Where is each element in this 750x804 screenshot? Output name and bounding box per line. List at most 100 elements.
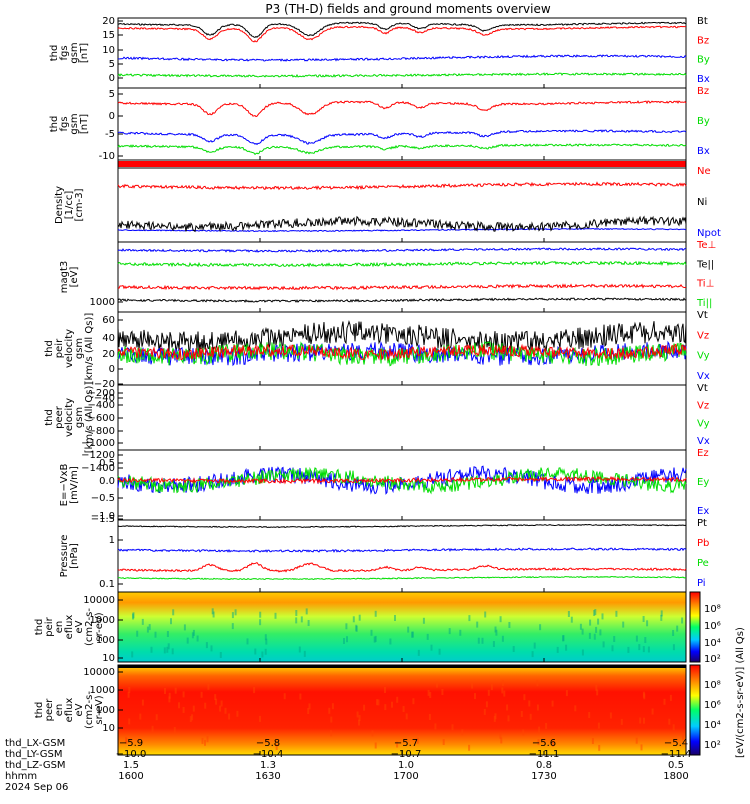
y-axis-label: [cm-3] [74,188,85,221]
spectrogram-texture [537,739,540,746]
spectrogram-texture [192,705,195,712]
spectrogram-texture [499,732,502,739]
legend-label: Bz [697,35,709,46]
spectrogram-texture [307,708,310,714]
spectrogram-texture [146,626,149,633]
footer-value: −5.7 [394,738,418,749]
legend-label: Pi [697,578,706,589]
spectrogram-texture [529,713,532,720]
spectrogram-texture [643,717,645,724]
spectrogram-texture [191,714,194,721]
legend-label: Ez [697,448,709,459]
spectrogram-texture [189,716,192,723]
spectrogram-texture [259,619,262,626]
spectrogram-texture [150,646,153,653]
y-tick-label: 5 [109,59,115,70]
spectrogram-texture [494,626,497,633]
spectrogram-texture [597,722,600,729]
spectrogram-texture [358,719,360,726]
y-axis-label: [eV] [69,267,80,288]
spectrogram-texture [173,726,176,733]
spectrogram-texture [501,680,504,687]
trace-vz [117,343,687,362]
spectrogram-texture [647,646,650,653]
spectrogram-texture [139,713,142,720]
y-tick-label: 1000 [90,297,115,308]
trace-bt [117,21,687,38]
spectrogram-texture [389,638,392,645]
legend-label: Vy [697,418,710,429]
spectrogram-texture [593,610,596,616]
y-axis-label: velocity [64,329,75,368]
panel-frame [117,17,687,89]
spectrogram-texture [182,707,185,713]
spectrogram-texture [643,693,646,700]
y-tick-label: −800 [88,426,115,437]
spectrogram-texture [520,711,523,717]
trace-pe [117,575,687,581]
footer-value: 1730 [531,771,556,782]
footer-value: 1700 [393,771,418,782]
spectrogram-texture [201,737,204,744]
footer-date: 2024 Sep 06 [5,782,68,793]
spectrogram-texture [356,711,359,718]
y-axis-label: peer [44,698,55,722]
spectrogram-texture [246,638,249,645]
spectrogram-texture [672,644,675,651]
trace-bz [117,100,687,118]
trace-by [117,72,687,78]
spectrogram-texture [500,737,503,744]
spectrogram-texture [186,637,189,644]
footer-value: −5.9 [119,738,143,749]
spectrogram-texture [591,738,594,744]
colorbar-tick: 10⁶ [704,700,721,711]
spectrogram-texture [651,708,654,715]
spectrogram-texture [305,608,308,615]
legend-label: Vy [697,351,710,362]
y-tick-label: −1200 [81,450,115,461]
footer-value: −5.6 [532,738,556,749]
y-tick-label: 60 [102,315,115,326]
y-tick-label: −200 [88,388,115,399]
y-axis-label: thd [34,619,45,636]
footer-label-ly: thd_LY-GSM [5,749,62,760]
spectrogram-texture [642,646,645,653]
y-axis-label: [km/s (All Qs)] [84,313,95,385]
spectrogram-texture [660,610,663,617]
spectrogram-texture [627,646,630,653]
footer-value: −10.7 [391,749,422,760]
trace-by [117,143,687,156]
spectrogram-texture [536,680,539,687]
y-tick-label: 10000 [83,595,115,606]
spectrogram-texture [461,729,464,736]
colorbar-tick: 10⁶ [704,621,721,632]
y-tick-label: 1000 [90,615,115,626]
spectrogram-texture [374,742,377,749]
spectrogram-texture [611,645,614,652]
spectrogram-texture [522,729,525,736]
spectrogram-texture [125,736,128,743]
trace-ne [117,181,687,191]
spectrogram-texture [127,691,130,698]
spectrogram-texture [155,714,158,721]
colorbar-tick: 10⁴ [704,720,721,731]
y-axis-label: eV [74,703,85,716]
spectrogram-texture [231,623,234,630]
spectrogram-texture [438,648,441,655]
footer-value: 1.0 [398,760,414,771]
y-axis-label: [1/cc] [64,191,75,220]
spectrogram-texture [300,616,303,623]
trace-npot [117,227,687,233]
spectrogram-texture [579,623,582,630]
trace-pb [117,561,687,573]
spectrogram-texture [589,619,592,626]
y-axis-label: peir [44,616,55,636]
trace-ti-perp [117,260,687,268]
y-axis-label: thd [49,116,60,133]
y-tick-label: -5 [105,129,115,140]
spectrogram-texture [183,624,186,631]
spectrogram-texture [204,702,207,709]
spectrogram-texture [228,713,231,720]
legend-label: Vx [697,436,710,447]
